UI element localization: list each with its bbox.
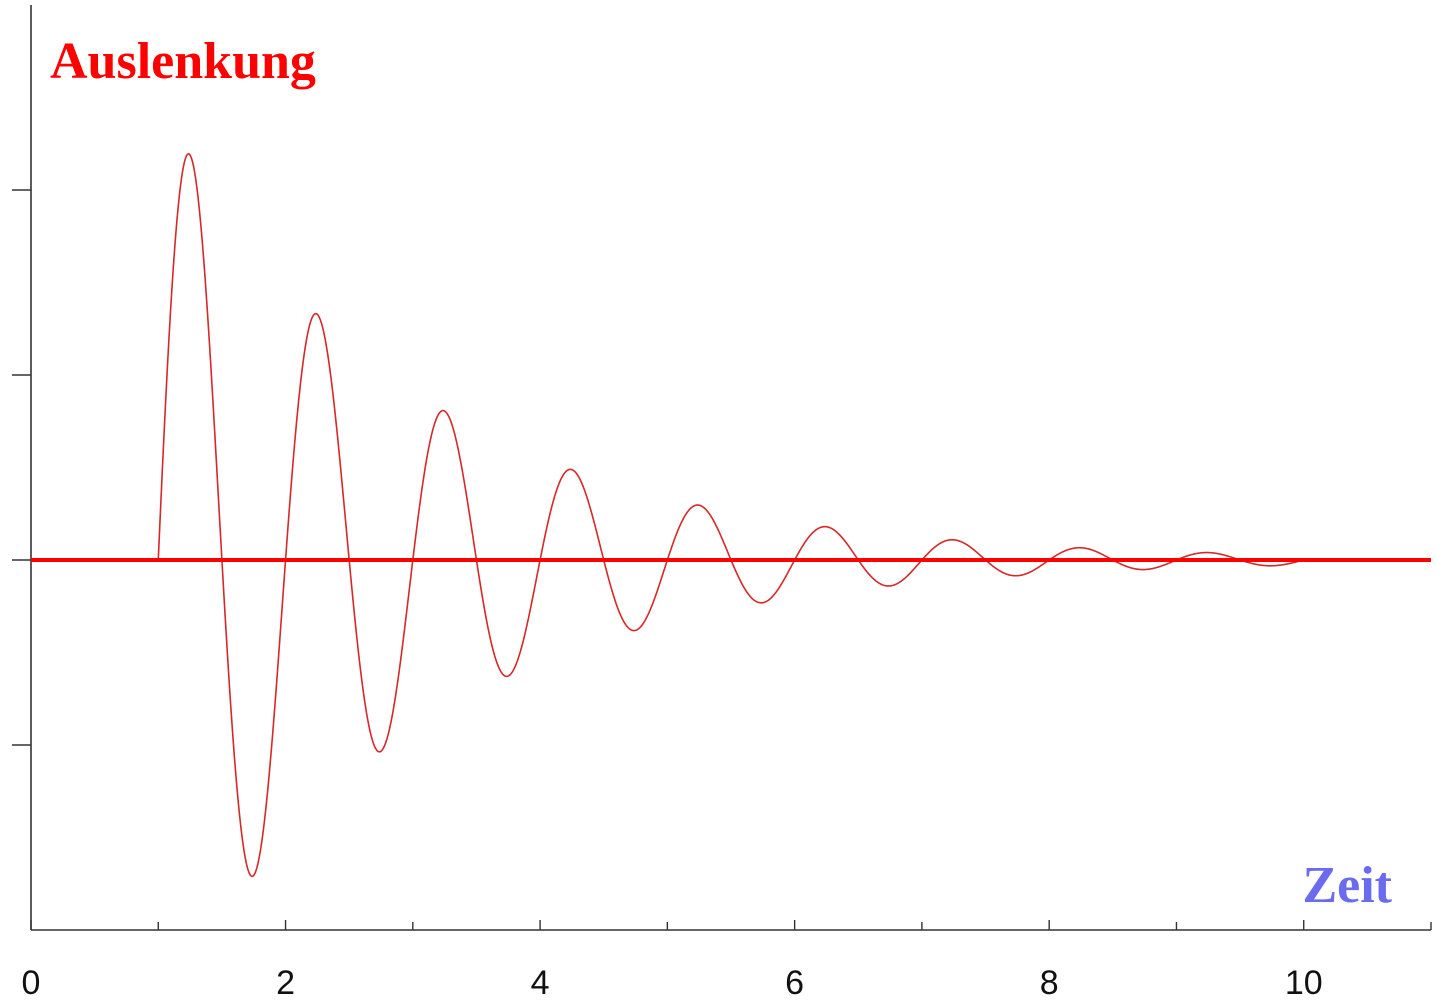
- axes: [30, 5, 1431, 931]
- x-tick-label: 10: [1285, 964, 1323, 1002]
- plot-area: [31, 153, 1431, 878]
- x-axis-label: Zeit: [1302, 857, 1392, 914]
- ticks: [12, 189, 1432, 930]
- x-tick-labels: 0 2 4 6 8 10: [22, 964, 1323, 1002]
- x-tick-label: 4: [531, 964, 550, 1002]
- x-tick-label: 8: [1040, 964, 1059, 1002]
- y-axis-label: Auslenkung: [50, 33, 316, 90]
- x-tick-label: 2: [276, 964, 295, 1002]
- x-tick-label: 0: [22, 964, 41, 1002]
- oscillation-curve: [157, 153, 1304, 878]
- x-tick-label: 6: [785, 964, 804, 1002]
